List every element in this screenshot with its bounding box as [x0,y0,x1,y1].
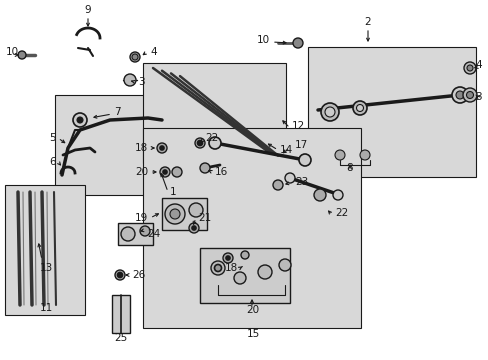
Text: 22: 22 [204,133,218,143]
Circle shape [466,65,472,71]
Circle shape [189,223,199,233]
Text: 1: 1 [170,187,176,197]
Circle shape [292,38,303,48]
Circle shape [451,87,467,103]
Bar [112,295,130,333]
Circle shape [462,88,476,102]
Circle shape [325,107,334,117]
Bar [118,223,153,245]
Circle shape [117,273,122,278]
Circle shape [163,170,167,174]
Circle shape [140,226,150,236]
Text: 14: 14 [280,145,293,155]
Circle shape [298,154,310,166]
Circle shape [130,52,140,62]
Text: 20: 20 [135,167,148,177]
Circle shape [463,62,475,74]
Text: 26: 26 [132,270,145,280]
Circle shape [124,74,136,86]
Circle shape [225,256,229,260]
Circle shape [214,265,221,271]
Circle shape [18,51,26,59]
Circle shape [157,143,167,153]
Text: 3: 3 [474,92,481,102]
Bar [307,47,475,177]
Text: 21: 21 [198,213,211,223]
Bar [200,248,289,303]
Circle shape [164,204,184,224]
Circle shape [234,272,245,284]
Circle shape [77,117,83,123]
Text: 24: 24 [147,229,160,239]
Circle shape [359,150,369,160]
Text: 2: 2 [364,17,370,27]
Text: 20: 20 [246,305,259,315]
Circle shape [197,140,202,145]
Text: 4: 4 [474,60,481,70]
Bar [142,63,285,163]
Text: 3: 3 [138,77,144,87]
Text: 6: 6 [49,157,56,167]
Bar [162,198,206,230]
Circle shape [160,146,163,150]
Circle shape [466,91,472,99]
Circle shape [258,265,271,279]
Circle shape [332,190,342,200]
Text: 15: 15 [246,329,259,339]
Text: 18: 18 [224,263,238,273]
Text: 13: 13 [40,263,53,273]
Bar [55,95,164,195]
Circle shape [210,261,224,275]
Bar [5,185,85,315]
Text: 11: 11 [40,303,53,313]
Circle shape [208,137,221,149]
Text: 10: 10 [5,47,19,57]
Circle shape [356,104,363,112]
Circle shape [200,163,209,173]
Text: 23: 23 [294,177,307,187]
Text: 12: 12 [291,121,305,131]
Text: 9: 9 [84,5,91,15]
Circle shape [279,259,290,271]
Circle shape [121,227,135,241]
Circle shape [272,180,283,190]
Circle shape [73,113,87,127]
Text: 25: 25 [114,333,127,343]
Text: 8: 8 [346,163,353,173]
Text: 7: 7 [114,107,121,117]
Circle shape [189,203,203,217]
Text: 16: 16 [215,167,228,177]
Circle shape [170,209,180,219]
Circle shape [195,138,204,148]
Circle shape [285,173,294,183]
Circle shape [313,189,325,201]
Text: 4: 4 [150,47,156,57]
Circle shape [223,253,232,263]
Text: 10: 10 [256,35,269,45]
Text: 5: 5 [49,133,56,143]
Circle shape [132,54,138,60]
Circle shape [115,270,125,280]
Text: 19: 19 [135,213,148,223]
Text: 17: 17 [294,140,307,150]
Circle shape [455,91,463,99]
Circle shape [241,251,248,259]
Text: 18: 18 [135,143,148,153]
Circle shape [352,101,366,115]
Text: 22: 22 [334,208,347,218]
Bar [142,128,360,328]
Circle shape [192,226,196,230]
Circle shape [160,167,170,177]
Circle shape [320,103,338,121]
Circle shape [172,167,182,177]
Circle shape [334,150,345,160]
